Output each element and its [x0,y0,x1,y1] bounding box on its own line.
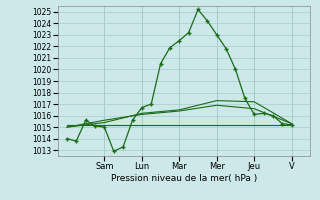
X-axis label: Pression niveau de la mer( hPa ): Pression niveau de la mer( hPa ) [111,174,257,183]
